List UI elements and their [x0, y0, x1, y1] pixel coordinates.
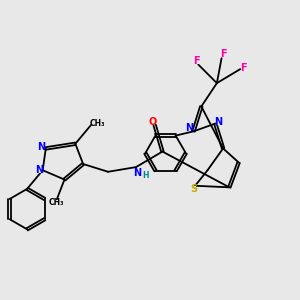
FancyBboxPatch shape	[39, 144, 43, 150]
Text: N: N	[214, 117, 223, 127]
FancyBboxPatch shape	[216, 119, 220, 125]
Text: O: O	[149, 117, 157, 127]
Text: CH₃: CH₃	[49, 198, 64, 207]
Text: H: H	[143, 171, 149, 180]
Text: S: S	[190, 184, 197, 194]
Text: F: F	[240, 63, 247, 73]
Text: CH₃: CH₃	[89, 119, 105, 128]
Text: N: N	[35, 165, 43, 175]
FancyBboxPatch shape	[51, 200, 62, 206]
FancyBboxPatch shape	[37, 167, 41, 173]
Text: N: N	[185, 123, 193, 133]
Text: F: F	[193, 56, 200, 66]
Text: F: F	[220, 49, 226, 58]
FancyBboxPatch shape	[191, 186, 196, 192]
FancyBboxPatch shape	[195, 58, 199, 64]
FancyBboxPatch shape	[221, 50, 225, 57]
FancyBboxPatch shape	[92, 120, 103, 127]
FancyBboxPatch shape	[187, 125, 191, 131]
Text: N: N	[37, 142, 45, 152]
FancyBboxPatch shape	[136, 169, 140, 176]
Text: N: N	[134, 168, 142, 178]
FancyBboxPatch shape	[151, 119, 155, 125]
FancyBboxPatch shape	[241, 64, 245, 71]
